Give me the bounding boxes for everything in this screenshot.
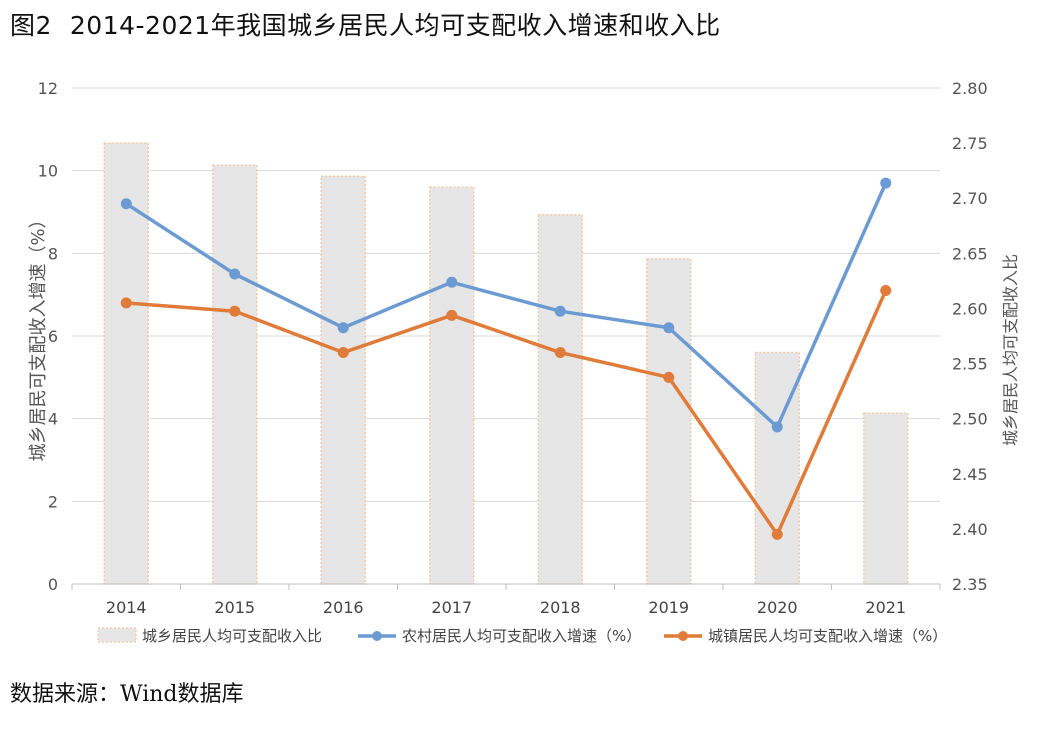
ratio-bar [537, 214, 583, 585]
ratio-bars [103, 142, 909, 585]
figure-title-text: 2014-2021年我国城乡居民人均可支配收入增速和收入比 [69, 11, 721, 40]
rural-growth-point [120, 198, 132, 210]
ratio-bar [646, 258, 692, 585]
y2-tick-label: 2.45 [952, 465, 988, 484]
rural-growth-point [663, 322, 675, 334]
y2-tick-label: 2.80 [952, 79, 988, 98]
y-tick-label: 0 [48, 575, 58, 594]
y-axis-title: 城乡居民可支配收入增速（%） [28, 210, 49, 461]
y2-tick-label: 2.70 [952, 189, 988, 208]
urban-growth-point [880, 285, 892, 297]
ratio-bar [103, 142, 149, 585]
ratio-bar [429, 186, 475, 585]
urban-growth-line [126, 289, 888, 537]
urban-growth-point [771, 528, 783, 540]
y2-tick-label: 2.75 [952, 134, 988, 153]
y2-tick-label: 2.35 [952, 575, 988, 594]
legend-swatch-ratio [97, 627, 137, 643]
grid-lines [72, 87, 940, 585]
x-tick-label: 2014 [106, 598, 147, 617]
data-source-note: 数据来源：Wind数据库 [10, 682, 244, 707]
y-tick-label: 2 [48, 492, 58, 511]
rural-growth-point [229, 268, 241, 280]
urban-growth-point [229, 305, 241, 317]
legend-label-rural: 农村居民人均可支配收入增速（%） [402, 627, 641, 645]
x-tick-label: 2017 [431, 598, 472, 617]
x-tick-label: 2018 [540, 598, 581, 617]
x-tick-label: 2020 [757, 598, 798, 617]
y-tick-label: 4 [48, 410, 58, 429]
y2-tick-label: 2.50 [952, 410, 988, 429]
rural-growth-point [554, 305, 566, 317]
y2-tick-label: 2.65 [952, 244, 988, 263]
legend: 城乡居民人均可支配收入比 农村居民人均可支配收入增速（%） 城镇居民人均可支配收入增… [97, 627, 947, 645]
urban-growth-point [663, 371, 675, 383]
urban-growth-point [120, 297, 132, 309]
y-tick-label: 10 [38, 162, 58, 181]
y2-axis-title: 城乡居民人均可支配收入比 [1001, 254, 1020, 446]
rural-growth-point [771, 421, 783, 433]
axes: 0 2 4 6 8 10 12 2.35 2.40 2.45 2.50 2.55 2.60 2.65 2.7… [28, 79, 1020, 617]
growth-lines [120, 177, 892, 540]
ratio-bar [320, 175, 366, 585]
ratio-bar [754, 351, 800, 585]
urban-growth-point [337, 347, 349, 359]
urban-growth-point [554, 347, 566, 359]
urban-growth-point [446, 309, 458, 321]
x-tick-label: 2021 [865, 598, 906, 617]
y2-tick-label: 2.40 [952, 520, 988, 539]
y-tick-label: 12 [38, 79, 58, 98]
figure-title: 图2 2014-2021年我国城乡居民人均可支配收入增速和收入比 [10, 6, 721, 42]
rural-growth-point [880, 177, 892, 189]
ratio-bar [212, 164, 258, 585]
figure-number: 图2 [10, 11, 52, 40]
legend-marker-rural [372, 631, 382, 641]
ratio-bar [863, 412, 909, 585]
y2-tick-label: 2.60 [952, 299, 988, 318]
legend-label-urban: 城镇居民人均可支配收入增速（%） [708, 627, 947, 645]
rural-growth-line [125, 182, 888, 429]
legend-label-ratio: 城乡居民人均可支配收入比 [142, 627, 322, 645]
x-tick-label: 2016 [323, 598, 364, 617]
x-tick-label: 2015 [214, 598, 255, 617]
y-tick-label: 6 [48, 327, 58, 346]
combo-chart: 0 2 4 6 8 10 12 2.35 2.40 2.45 2.50 2.55 2.60 2.65 2.7… [28, 79, 1020, 645]
y-tick-label: 8 [48, 244, 58, 263]
y2-tick-label: 2.55 [952, 355, 988, 374]
legend-marker-urban [678, 631, 688, 641]
rural-growth-point [446, 276, 458, 288]
rural-growth-point [337, 322, 349, 334]
x-tick-label: 2019 [648, 598, 689, 617]
